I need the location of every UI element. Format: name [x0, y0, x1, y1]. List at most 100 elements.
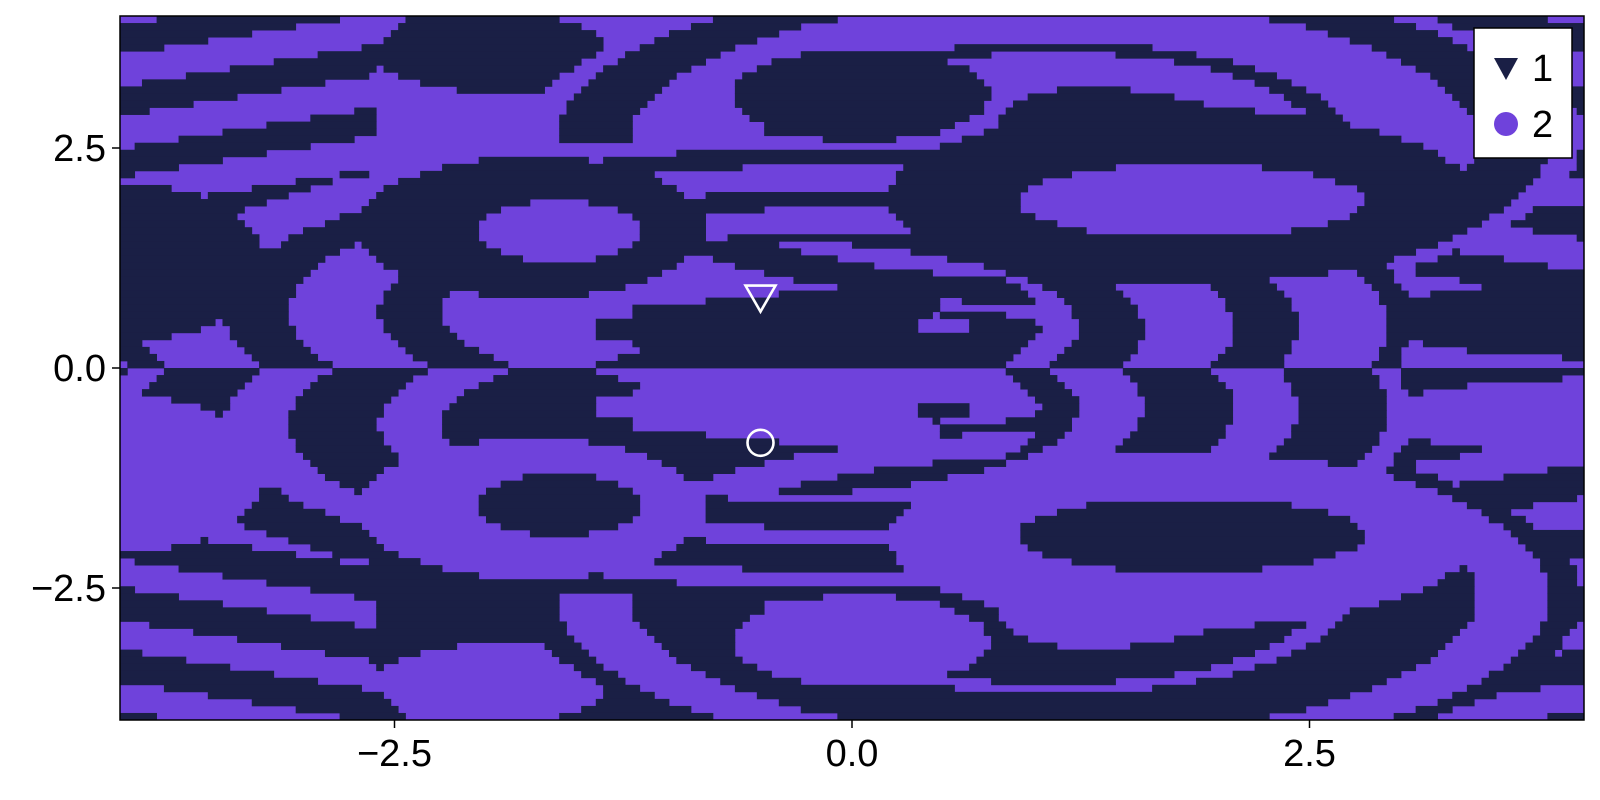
heatmap-cell-run [120, 712, 157, 720]
heatmap-cell-run [1430, 72, 1512, 80]
heatmap-cell-run [983, 628, 1014, 636]
heatmap-cell-run [1137, 389, 1234, 397]
heatmap-cell-run [559, 114, 633, 122]
heatmap-cell-run [229, 65, 377, 73]
heatmap-cell-run [222, 572, 480, 580]
heatmap-cell-run [1415, 262, 1548, 270]
heatmap-cell-run [120, 170, 136, 179]
heatmap-cell-run [734, 93, 992, 101]
heatmap-cell-run [288, 234, 480, 242]
heatmap-cell-run [442, 163, 743, 172]
heatmap-cell-run [163, 684, 362, 693]
heatmap-cell-run [120, 262, 319, 270]
heatmap-cell-run [383, 262, 677, 270]
heatmap-cell-run [398, 339, 465, 348]
heatmap-cell-run [120, 100, 194, 108]
heatmap-cell-run [1320, 635, 1453, 643]
heatmap-cell-run [1298, 403, 1387, 411]
heatmap-cell-run [581, 705, 692, 714]
heatmap-cell-run [1298, 396, 1387, 404]
heatmap-cell-run [632, 600, 765, 608]
heatmap-cell-run [939, 424, 1072, 432]
heatmap-cell-run [639, 44, 736, 52]
heatmap-cell-run [376, 621, 567, 629]
heatmap-cell-run [764, 128, 941, 137]
heatmap-cell-run [1225, 346, 1292, 355]
heatmap-cell-run [120, 670, 275, 679]
heatmap-cell-run [390, 332, 458, 341]
heatmap-cell-run [603, 691, 655, 700]
heatmap-cell-run [442, 431, 706, 439]
heatmap-cell-run [617, 206, 765, 214]
heatmap-cell-run [595, 318, 919, 327]
heatmap-cell-run [778, 698, 1329, 707]
heatmap-cell-run [332, 368, 428, 376]
heatmap-cell-run [1459, 276, 1584, 284]
heatmap-cell-run [1576, 234, 1584, 242]
heatmap-cell-run [383, 37, 604, 45]
heatmap-cell-run [742, 72, 977, 80]
heatmap-cell-run [632, 311, 933, 320]
heatmap-cell-run [1401, 58, 1490, 66]
heatmap-cell-run [632, 213, 706, 221]
heatmap-cell-run [1525, 642, 1563, 650]
heatmap-cell-run [295, 403, 384, 411]
heatmap-cell-run [288, 424, 377, 432]
heatmap-cell-run [734, 79, 985, 87]
heatmap-cell-run [1532, 635, 1563, 643]
heatmap-cell-run [1415, 480, 1453, 489]
heatmap-cell-run [1466, 501, 1534, 510]
heatmap-cell-run [383, 297, 443, 306]
heatmap-cell-run [1547, 607, 1584, 615]
heatmap-cell-run [376, 304, 443, 313]
heatmap-cell-run [734, 262, 875, 270]
heatmap-cell-run [639, 234, 706, 242]
heatmap-cell-run [1027, 276, 1270, 284]
heatmap-cell-run [1562, 649, 1584, 658]
heatmap-cell-run [705, 670, 772, 679]
heatmap-cell-run [837, 473, 948, 482]
heatmap-cell-run [1371, 44, 1468, 52]
heatmap-cell-run [559, 712, 714, 720]
heatmap-cell-run [1349, 213, 1490, 221]
legend: 12 [1473, 27, 1573, 159]
heatmap-cell-run [120, 255, 326, 263]
heatmap-cell-run [251, 698, 392, 707]
heatmap-cell-run [1035, 410, 1080, 418]
heatmap-cell-run [676, 544, 889, 552]
heatmap-cell-run [383, 325, 450, 334]
heatmap-cell-run [1422, 586, 1475, 594]
heatmap-cell-run [1474, 156, 1548, 165]
heatmap-cell-run [120, 37, 209, 45]
heatmap-cell-run [120, 220, 245, 228]
heatmap-cell-run [251, 184, 311, 193]
heatmap-cell-run [1305, 642, 1446, 650]
heatmap-cell-run [259, 487, 282, 496]
heatmap-cell-run [1430, 290, 1584, 298]
heatmap-cell-run [427, 360, 509, 369]
heatmap-cell-run [361, 44, 604, 52]
heatmap-cell-run [588, 438, 780, 446]
heatmap-cell-run [1547, 600, 1584, 608]
heatmap-cell-run [120, 206, 245, 214]
heatmap-cell-run [1232, 339, 1292, 348]
heatmap-cell-run [947, 670, 1175, 679]
heatmap-cell-run [310, 114, 377, 122]
heatmap-cell-run [895, 170, 1072, 179]
heatmap-cell-run [120, 607, 267, 615]
heatmap-cell-run [376, 614, 560, 622]
heatmap-cell-run [1232, 72, 1277, 80]
heatmap-cell-run [149, 382, 245, 390]
heatmap-cell-run [1466, 163, 1541, 172]
heatmap-cell-run [127, 360, 165, 369]
heatmap-cell-run [800, 480, 911, 489]
heatmap-cell-run [1408, 438, 1431, 446]
heatmap-cell-run [603, 156, 1446, 165]
heatmap-cell-run [1115, 51, 1197, 59]
heatmap-cell-run [507, 368, 597, 376]
heatmap-cell-run [1291, 382, 1380, 390]
heatmap-cell-run [1349, 607, 1475, 615]
heatmap-cell-run [1283, 93, 1321, 101]
heatmap-cell-run [617, 353, 1014, 362]
heatmap-cell-run [120, 649, 143, 658]
